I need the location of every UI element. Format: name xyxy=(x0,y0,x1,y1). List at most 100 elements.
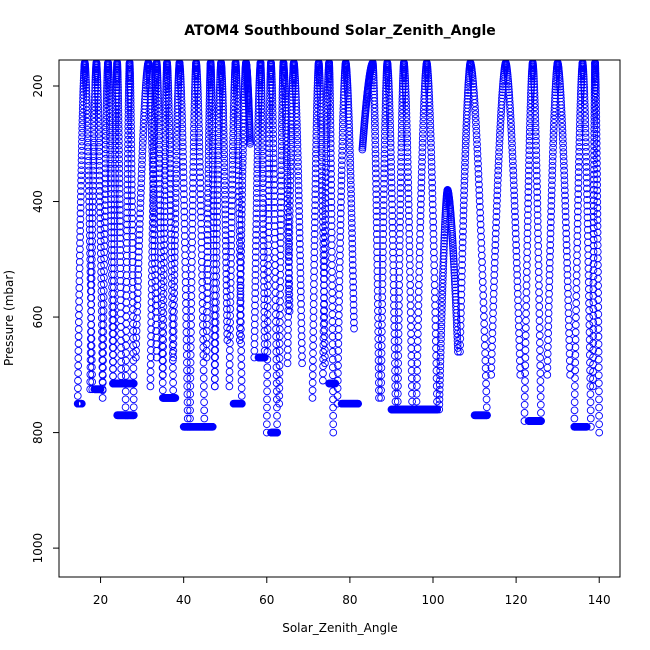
data-point xyxy=(281,87,289,96)
data-point xyxy=(310,236,319,244)
data-point xyxy=(223,305,231,314)
data-point xyxy=(492,223,500,232)
data-point xyxy=(555,77,564,86)
data-point xyxy=(327,210,336,218)
data-point xyxy=(74,354,83,363)
data-point xyxy=(251,253,260,262)
data-point xyxy=(426,117,435,126)
data-point xyxy=(326,101,335,109)
data-point xyxy=(498,94,506,103)
data-point xyxy=(170,289,179,297)
data-point xyxy=(560,181,569,190)
data-point xyxy=(148,266,156,275)
data-point xyxy=(106,137,114,146)
data-point xyxy=(460,191,468,200)
data-point xyxy=(493,176,502,185)
data-point xyxy=(154,84,162,93)
data-point xyxy=(135,236,144,245)
data-point xyxy=(379,248,387,257)
data-point xyxy=(286,196,294,205)
data-point xyxy=(348,255,357,264)
data-point xyxy=(183,414,192,423)
data-point xyxy=(558,135,567,143)
data-point xyxy=(560,186,569,195)
data-point xyxy=(583,184,591,193)
data-point xyxy=(468,72,477,80)
data-point xyxy=(171,204,180,213)
data-point xyxy=(110,252,119,260)
data-point xyxy=(396,229,404,238)
data-point xyxy=(582,152,591,161)
data-point xyxy=(148,207,157,216)
data-point xyxy=(128,202,136,211)
data-point xyxy=(221,231,230,240)
data-point xyxy=(561,212,570,221)
data-point xyxy=(156,190,164,199)
data-point xyxy=(459,222,467,230)
data-point xyxy=(337,198,345,206)
data-point xyxy=(171,225,180,234)
data-point xyxy=(370,84,378,93)
data-point xyxy=(220,159,229,167)
data-point xyxy=(316,87,325,96)
data-point xyxy=(179,168,188,177)
data-point xyxy=(296,257,305,266)
data-point xyxy=(394,374,402,383)
data-point xyxy=(326,108,335,117)
data-point xyxy=(476,214,485,223)
data-point xyxy=(574,190,583,198)
data-point xyxy=(547,191,556,200)
data-point xyxy=(521,324,530,332)
data-point xyxy=(338,156,346,165)
data-point xyxy=(229,146,237,155)
data-point xyxy=(182,313,191,322)
data-point xyxy=(114,128,123,137)
data-point xyxy=(335,257,344,266)
data-point xyxy=(275,392,284,400)
data-point xyxy=(204,174,213,183)
data-point xyxy=(316,93,325,101)
data-point xyxy=(253,156,262,164)
data-point xyxy=(381,111,390,120)
data-point xyxy=(349,266,357,275)
data-point xyxy=(179,173,188,182)
data-point xyxy=(407,344,416,353)
data-point xyxy=(402,105,411,114)
data-point xyxy=(371,132,380,140)
data-point xyxy=(251,289,260,297)
data-point xyxy=(582,147,590,156)
data-point xyxy=(115,174,124,183)
data-point xyxy=(114,105,123,114)
data-point xyxy=(214,121,223,130)
data-point xyxy=(82,75,90,84)
data-point xyxy=(148,241,157,250)
data-point xyxy=(495,152,503,161)
data-point xyxy=(387,158,395,166)
data-point xyxy=(583,213,592,222)
data-point xyxy=(437,339,445,348)
data-point xyxy=(508,148,517,156)
data-point xyxy=(129,403,138,412)
data-point xyxy=(317,116,325,125)
data-point xyxy=(337,161,346,170)
data-point xyxy=(416,236,424,244)
data-point xyxy=(336,215,345,224)
data-point xyxy=(259,236,268,245)
data-point xyxy=(90,134,98,143)
data-point xyxy=(159,289,168,298)
data-point xyxy=(594,371,603,380)
data-point xyxy=(418,163,426,171)
data-point xyxy=(284,242,293,251)
data-point xyxy=(209,224,218,232)
data-point xyxy=(148,247,157,256)
data-point xyxy=(127,186,136,194)
data-point xyxy=(581,120,590,129)
data-point xyxy=(236,299,245,307)
data-point xyxy=(371,150,380,158)
data-point xyxy=(482,403,491,412)
data-point xyxy=(346,163,355,171)
data-point xyxy=(221,226,230,234)
data-point xyxy=(276,257,285,266)
data-point xyxy=(203,253,212,262)
data-point xyxy=(531,115,540,123)
